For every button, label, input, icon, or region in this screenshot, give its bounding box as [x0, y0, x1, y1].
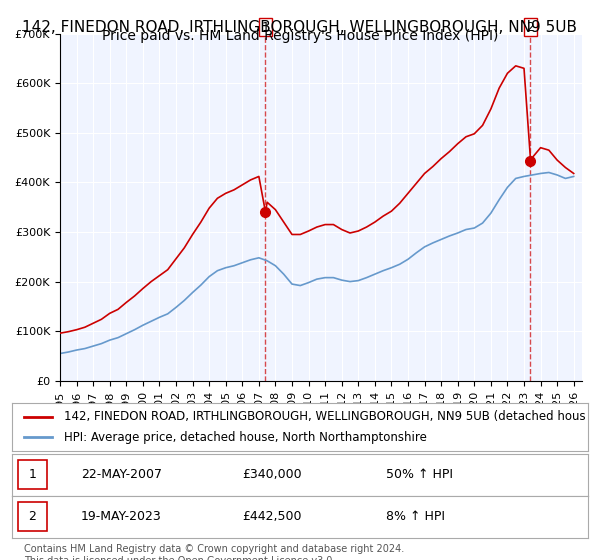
Text: Contains HM Land Registry data © Crown copyright and database right 2024.
This d: Contains HM Land Registry data © Crown c… — [24, 544, 404, 560]
Text: 8% ↑ HPI: 8% ↑ HPI — [386, 510, 445, 523]
Text: Price paid vs. HM Land Registry's House Price Index (HPI): Price paid vs. HM Land Registry's House … — [102, 29, 498, 43]
Text: 142, FINEDON ROAD, IRTHLINGBOROUGH, WELLINGBOROUGH, NN9 5UB: 142, FINEDON ROAD, IRTHLINGBOROUGH, WELL… — [23, 20, 577, 35]
Text: 1: 1 — [28, 468, 36, 481]
Text: 19-MAY-2023: 19-MAY-2023 — [81, 510, 162, 523]
Text: 22-MAY-2007: 22-MAY-2007 — [81, 468, 162, 481]
Text: £442,500: £442,500 — [242, 510, 302, 523]
Text: 1: 1 — [262, 21, 269, 34]
Text: £340,000: £340,000 — [242, 468, 302, 481]
Text: 50% ↑ HPI: 50% ↑ HPI — [386, 468, 454, 481]
Text: HPI: Average price, detached house, North Northamptonshire: HPI: Average price, detached house, Nort… — [64, 431, 427, 444]
Text: 2: 2 — [28, 510, 36, 523]
Text: 142, FINEDON ROAD, IRTHLINGBOROUGH, WELLINGBOROUGH, NN9 5UB (detached hous: 142, FINEDON ROAD, IRTHLINGBOROUGH, WELL… — [64, 410, 586, 423]
FancyBboxPatch shape — [18, 502, 47, 531]
FancyBboxPatch shape — [18, 460, 47, 489]
Text: 2: 2 — [526, 21, 534, 34]
